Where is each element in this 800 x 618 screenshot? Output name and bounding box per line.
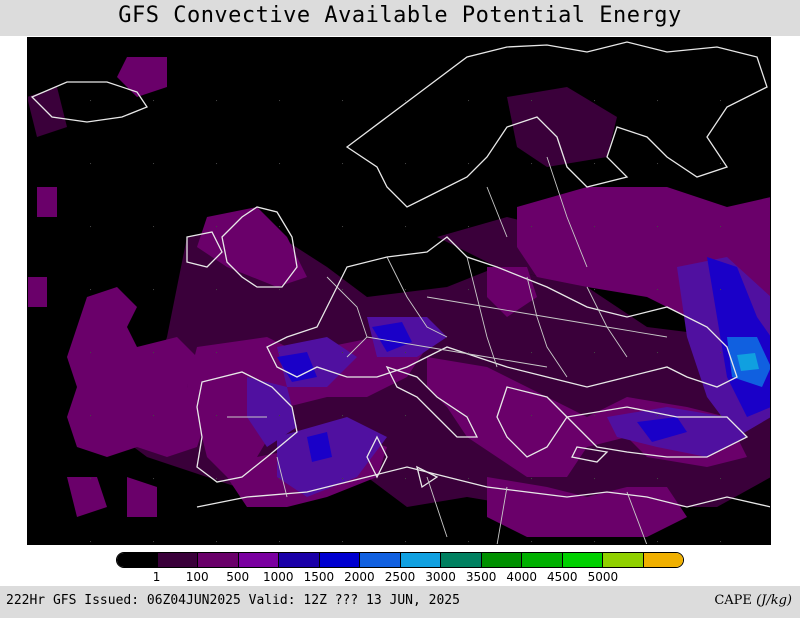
- footer-bar: [0, 586, 800, 618]
- legend-swatch: [117, 553, 158, 567]
- legend-color-bar: [116, 552, 684, 568]
- variable-unit: (J/kg): [756, 593, 792, 608]
- variable-name: CAPE: [714, 593, 752, 608]
- legend-tick-label: 1500: [303, 570, 335, 584]
- legend-tick-label: 1000: [263, 570, 294, 584]
- legend-swatch: [603, 553, 644, 567]
- legend-swatch: [319, 553, 360, 567]
- legend-tick-label: 3500: [465, 570, 497, 584]
- legend-swatch: [279, 553, 320, 567]
- legend-swatch: [400, 553, 441, 567]
- legend-swatch: [360, 553, 401, 567]
- legend-swatch: [562, 553, 603, 567]
- issued-valid-text: 222Hr GFS Issued: 06Z04JUN2025 Valid: 12…: [6, 593, 460, 608]
- map-svg: [27, 37, 771, 545]
- cape-map: [27, 37, 771, 545]
- variable-units: CAPE (J/kg): [714, 593, 792, 608]
- legend-tick-label: 100: [185, 570, 209, 584]
- map-title: GFS Convective Available Potential Energ…: [118, 3, 682, 28]
- legend-tick-label: 5000: [587, 570, 619, 584]
- legend-tick-label: 2000: [344, 570, 375, 584]
- legend-tick-label: 3000: [425, 570, 456, 584]
- cape-legend: [116, 552, 684, 568]
- legend-tick-label: 4000: [506, 570, 537, 584]
- legend-swatch: [157, 553, 198, 567]
- legend-swatch: [198, 553, 239, 567]
- legend-swatch: [238, 553, 279, 567]
- legend-tick-label: 500: [226, 570, 250, 584]
- legend-tick-label: 4500: [547, 570, 578, 584]
- title-bar: [0, 0, 800, 36]
- legend-swatch: [481, 553, 522, 567]
- legend-swatch: [441, 553, 482, 567]
- legend-swatch: [522, 553, 563, 567]
- legend-swatch: [643, 553, 683, 567]
- legend-tick-label: 1: [152, 570, 161, 584]
- legend-tick-label: 2500: [384, 570, 416, 584]
